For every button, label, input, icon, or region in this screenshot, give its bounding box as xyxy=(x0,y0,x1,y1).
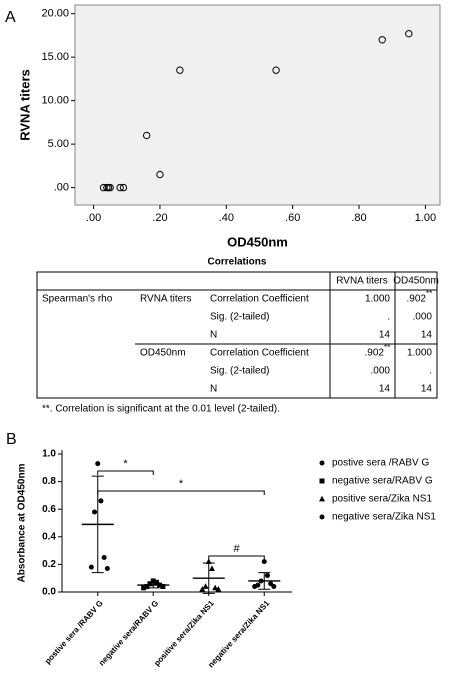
significance-label: * xyxy=(123,458,128,470)
y-tick-label: 20.00 xyxy=(41,8,69,20)
point xyxy=(101,555,107,560)
point xyxy=(141,585,147,591)
point xyxy=(160,583,166,589)
table-cell: Correlation Coefficient xyxy=(210,348,309,359)
point xyxy=(144,583,150,589)
legend-label: negative sera/Zika NS1 xyxy=(332,512,436,523)
legend-label: positive sera/Zika NS1 xyxy=(332,494,432,505)
significance-bracket xyxy=(97,470,154,475)
plot-area xyxy=(74,4,441,206)
table-cell: 1.000 xyxy=(365,294,390,305)
error-bar xyxy=(202,562,215,594)
error-bar xyxy=(147,581,160,589)
point xyxy=(199,586,206,592)
table-cell: 14 xyxy=(421,384,433,395)
table-cell: 14 xyxy=(421,330,433,341)
table-cell: . xyxy=(429,366,432,377)
point xyxy=(261,559,267,565)
table-cell: RVNA titers xyxy=(140,294,192,305)
point xyxy=(156,170,164,179)
table-cell: N xyxy=(210,330,217,341)
point xyxy=(88,564,94,570)
point xyxy=(98,498,104,504)
table-cell: . xyxy=(387,312,390,323)
table-cell: 14 xyxy=(379,330,391,341)
legend-marker xyxy=(319,514,325,520)
point xyxy=(405,29,413,38)
point xyxy=(150,578,156,584)
table-cell: Spearman's rho xyxy=(42,294,113,305)
point xyxy=(106,183,114,192)
point xyxy=(272,66,280,74)
point xyxy=(378,36,386,44)
point xyxy=(212,584,219,591)
y-tick-label: 0.0 xyxy=(42,587,56,598)
table-cell: .902 xyxy=(365,348,385,359)
point xyxy=(176,66,184,74)
y-axis-label: Absorbance at OD450nm xyxy=(17,463,28,582)
table-superscript: ** xyxy=(384,343,390,352)
y-tick-label: .00 xyxy=(54,182,69,194)
table-header: RVNA titers xyxy=(336,276,388,287)
table-cell: OD450nm xyxy=(140,348,186,359)
point xyxy=(215,586,222,592)
point xyxy=(202,583,209,589)
table-cell: 14 xyxy=(379,384,391,395)
table-cell: Correlation Coefficient xyxy=(210,294,309,305)
table-cell: Sig. (2-tailed) xyxy=(210,312,269,323)
point xyxy=(116,183,124,192)
point xyxy=(142,131,151,140)
point xyxy=(92,509,98,515)
significance-label: # xyxy=(233,543,240,555)
table-cell: .000 xyxy=(371,366,391,377)
x-tick-label: 1.00 xyxy=(415,212,436,224)
point xyxy=(264,572,270,578)
y-tick-label: 0.6 xyxy=(42,504,56,515)
y-tick-label: 0.8 xyxy=(42,476,56,487)
significance-label: * xyxy=(179,478,184,490)
y-tick-label: 10.00 xyxy=(41,95,69,107)
legend-marker xyxy=(319,460,325,466)
x-tick-label: .40 xyxy=(219,212,234,224)
table-border xyxy=(36,271,438,399)
y-tick-label: 0.4 xyxy=(42,531,56,542)
table-cell: N xyxy=(210,384,217,395)
panel-label: A xyxy=(5,9,16,26)
point xyxy=(104,566,110,572)
x-tick-label: .60 xyxy=(285,212,300,224)
point xyxy=(147,581,153,587)
y-tick-label: 15.00 xyxy=(41,51,69,63)
table-header: OD450nm xyxy=(393,276,439,287)
table-superscript: ** xyxy=(426,289,432,298)
y-tick-label: 0.2 xyxy=(42,559,56,570)
x-tick-label: .80 xyxy=(351,212,366,224)
point xyxy=(208,565,215,571)
table-footnote: **. Correlation is significant at the 0.… xyxy=(42,404,280,415)
table-cell: .902 xyxy=(407,294,427,305)
significance-bracket xyxy=(97,490,265,495)
legend-label: postive sera /RABV G xyxy=(332,458,429,469)
legend-marker xyxy=(319,478,325,484)
point xyxy=(271,583,277,589)
table-cell: .000 xyxy=(413,312,433,323)
point xyxy=(95,461,101,467)
panel-label: B xyxy=(6,431,17,448)
table-cell: Sig. (2-tailed) xyxy=(210,366,269,377)
legend-marker xyxy=(319,495,325,502)
x-tick-label: .20 xyxy=(152,212,167,224)
point xyxy=(119,183,128,192)
table-title: Correlations xyxy=(208,257,267,268)
y-tick-label: 1.0 xyxy=(42,449,56,460)
point xyxy=(252,583,258,589)
y-tick-label: 5.00 xyxy=(48,138,69,150)
y-axis-label: RVNA titers xyxy=(17,69,32,141)
legend-label: negative sera/RABV G xyxy=(332,476,433,487)
table-cell: 1.000 xyxy=(407,348,432,359)
x-tick-label: .00 xyxy=(86,212,101,224)
error-bar xyxy=(258,572,271,590)
significance-bracket xyxy=(208,555,265,560)
x-axis-label: OD450nm xyxy=(227,234,288,249)
